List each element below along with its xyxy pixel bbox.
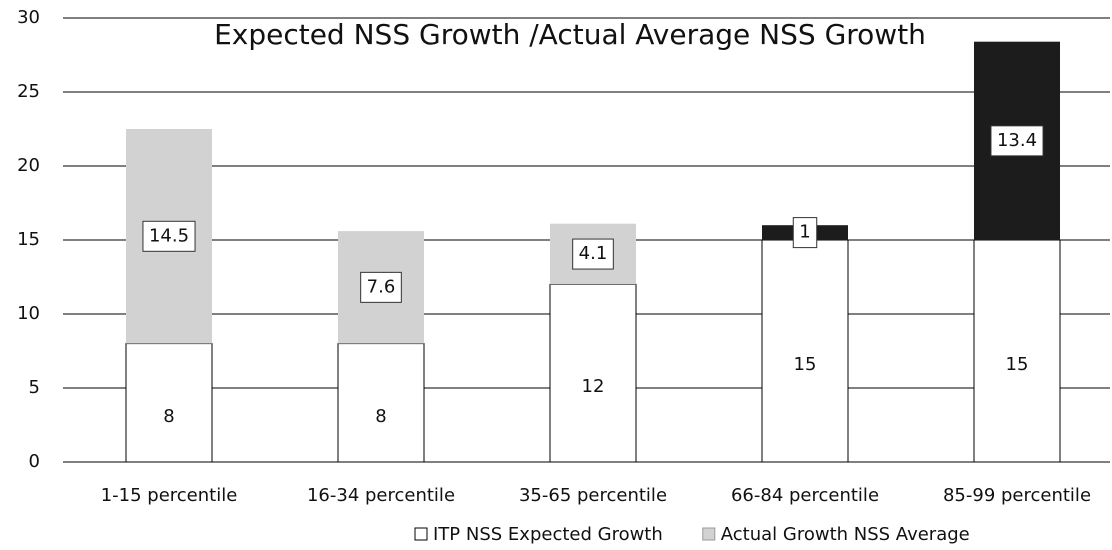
bar-segment: [125, 343, 213, 463]
y-tick-label: 15: [17, 229, 40, 250]
legend-swatch: [414, 527, 428, 541]
legend-label: ITP NSS Expected Growth: [433, 524, 663, 545]
y-tick-label: 20: [17, 155, 40, 176]
labels: 1-15 percentile 8 14.5 16-34 percentile 8 7.6…: [101, 125, 1091, 545]
bar-segment: [761, 239, 849, 463]
x-tick-label: 1-15 percentile: [101, 485, 238, 506]
data-label: 8: [375, 406, 386, 427]
y-tick-label: 25: [17, 81, 40, 102]
y-tick-label: 10: [17, 303, 40, 324]
x-tick-label: 16-34 percentile: [307, 485, 455, 506]
bar-segment: [337, 343, 425, 463]
data-label: 8: [163, 406, 174, 427]
data-label: 14.5: [149, 225, 189, 246]
y-tick-label: 5: [29, 377, 40, 398]
data-label: 1: [799, 222, 810, 243]
data-label-box: [792, 217, 818, 249]
bar-segment: [973, 239, 1061, 463]
y-tick-label: 30: [17, 7, 40, 28]
data-label: 12: [582, 376, 605, 397]
bar-segment: [549, 283, 637, 463]
x-tick-label: 35-65 percentile: [519, 485, 667, 506]
x-tick-label: 85-99 percentile: [943, 485, 1091, 506]
data-label-box: [572, 238, 614, 270]
y-tick-label: 0: [29, 451, 40, 472]
data-label: 7.6: [367, 276, 396, 297]
data-label-box: [990, 125, 1044, 157]
data-label-box: [142, 220, 196, 252]
legend-label: Actual Growth NSS Average: [721, 524, 970, 545]
x-tick-label: 66-84 percentile: [731, 485, 879, 506]
data-label: 15: [794, 354, 817, 375]
legend-swatch: [702, 527, 716, 541]
data-label: 13.4: [997, 130, 1037, 151]
data-label: 4.1: [579, 243, 608, 264]
data-label: 15: [1006, 354, 1029, 375]
chart-title: Expected NSS Growth /Actual Average NSS …: [214, 18, 926, 51]
data-label-box: [360, 271, 402, 303]
